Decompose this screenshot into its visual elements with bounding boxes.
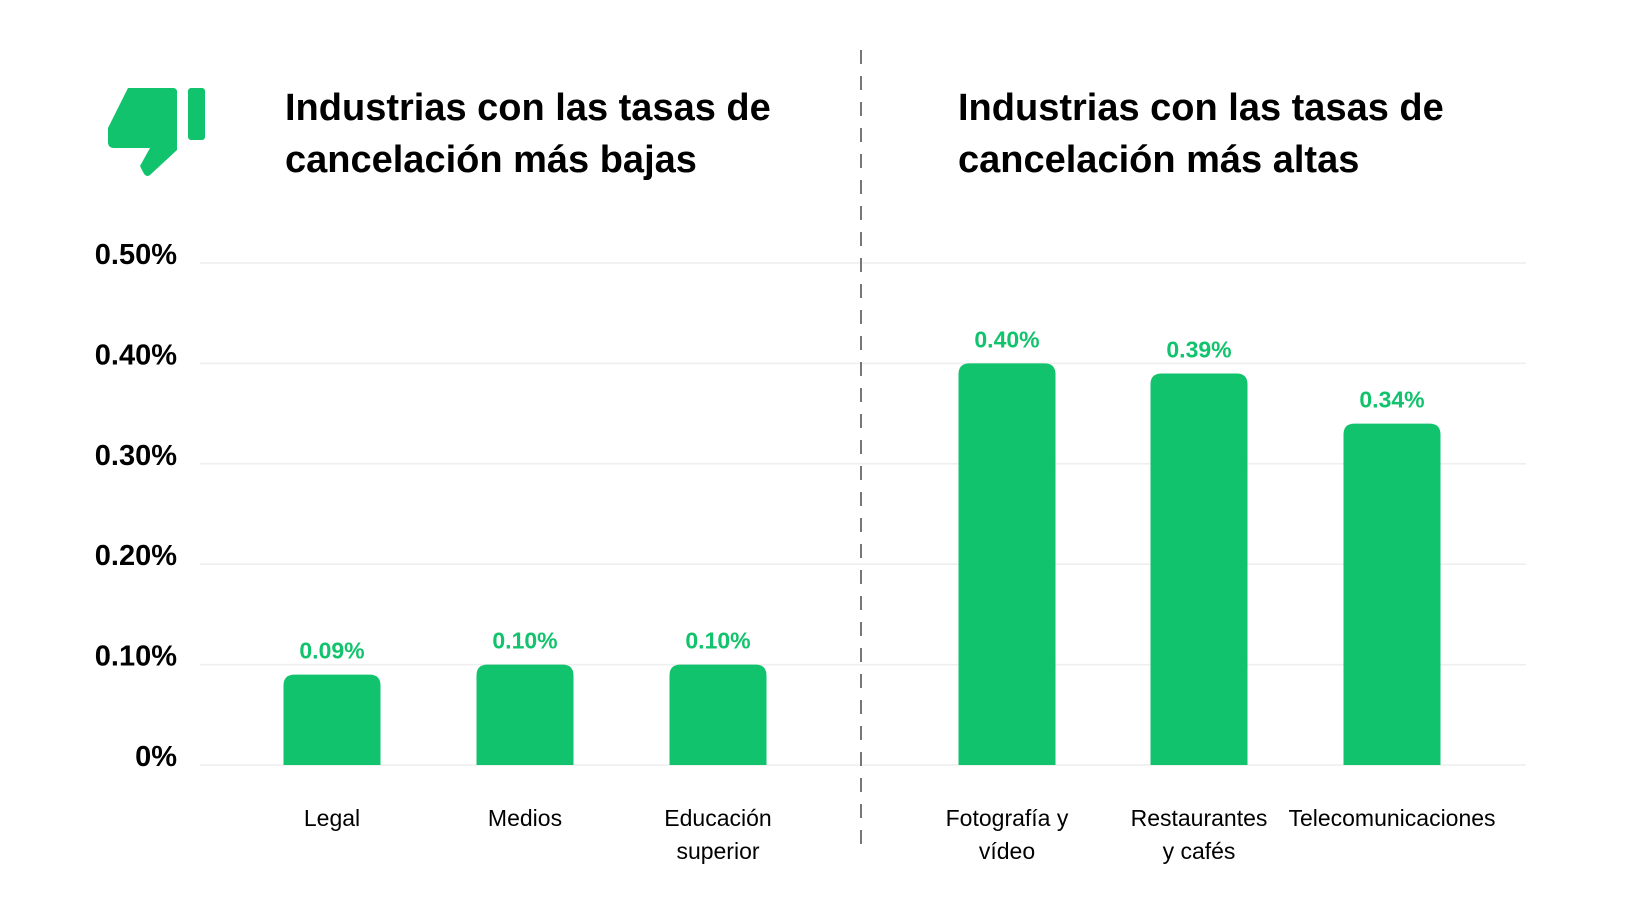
y-tick-label: 0.30% xyxy=(95,440,177,472)
bar xyxy=(283,674,381,765)
value-label: 0.34% xyxy=(1359,387,1424,413)
y-tick-label: 0.50% xyxy=(95,239,177,271)
category-label: Fotografía y xyxy=(946,805,1069,831)
value-label: 0.10% xyxy=(492,628,557,654)
right-title-line-1: Industrias con las tasas de xyxy=(958,87,1444,129)
y-tick-label: 0.40% xyxy=(95,339,177,371)
category-label: Telecomunicaciones xyxy=(1288,805,1495,831)
bar xyxy=(669,664,767,765)
bar xyxy=(1150,373,1248,765)
category-label: superior xyxy=(676,838,759,864)
left-title-line-2: cancelación más bajas xyxy=(285,139,697,181)
y-tick-label: 0.10% xyxy=(95,641,177,673)
category-label: Medios xyxy=(488,805,562,831)
value-label: 0.39% xyxy=(1166,336,1231,362)
right-chart-title: Industrias con las tasas de cancelación … xyxy=(958,82,1444,186)
category-label: vídeo xyxy=(979,838,1035,864)
value-label: 0.09% xyxy=(299,638,364,664)
bar xyxy=(476,664,574,765)
bar xyxy=(1343,423,1441,765)
left-title-line-1: Industrias con las tasas de xyxy=(285,87,771,129)
y-tick-label: 0.20% xyxy=(95,540,177,572)
category-label: Restaurantes xyxy=(1131,805,1268,831)
y-tick-label: 0% xyxy=(135,741,177,773)
value-label: 0.40% xyxy=(974,326,1039,352)
bar xyxy=(958,363,1056,765)
category-label: Educación xyxy=(664,805,771,831)
category-label: y cafés xyxy=(1163,838,1236,864)
left-chart-title: Industrias con las tasas de cancelación … xyxy=(285,82,771,186)
value-label: 0.10% xyxy=(685,628,750,654)
category-label: Legal xyxy=(304,805,360,831)
right-title-line-2: cancelación más altas xyxy=(958,139,1360,181)
